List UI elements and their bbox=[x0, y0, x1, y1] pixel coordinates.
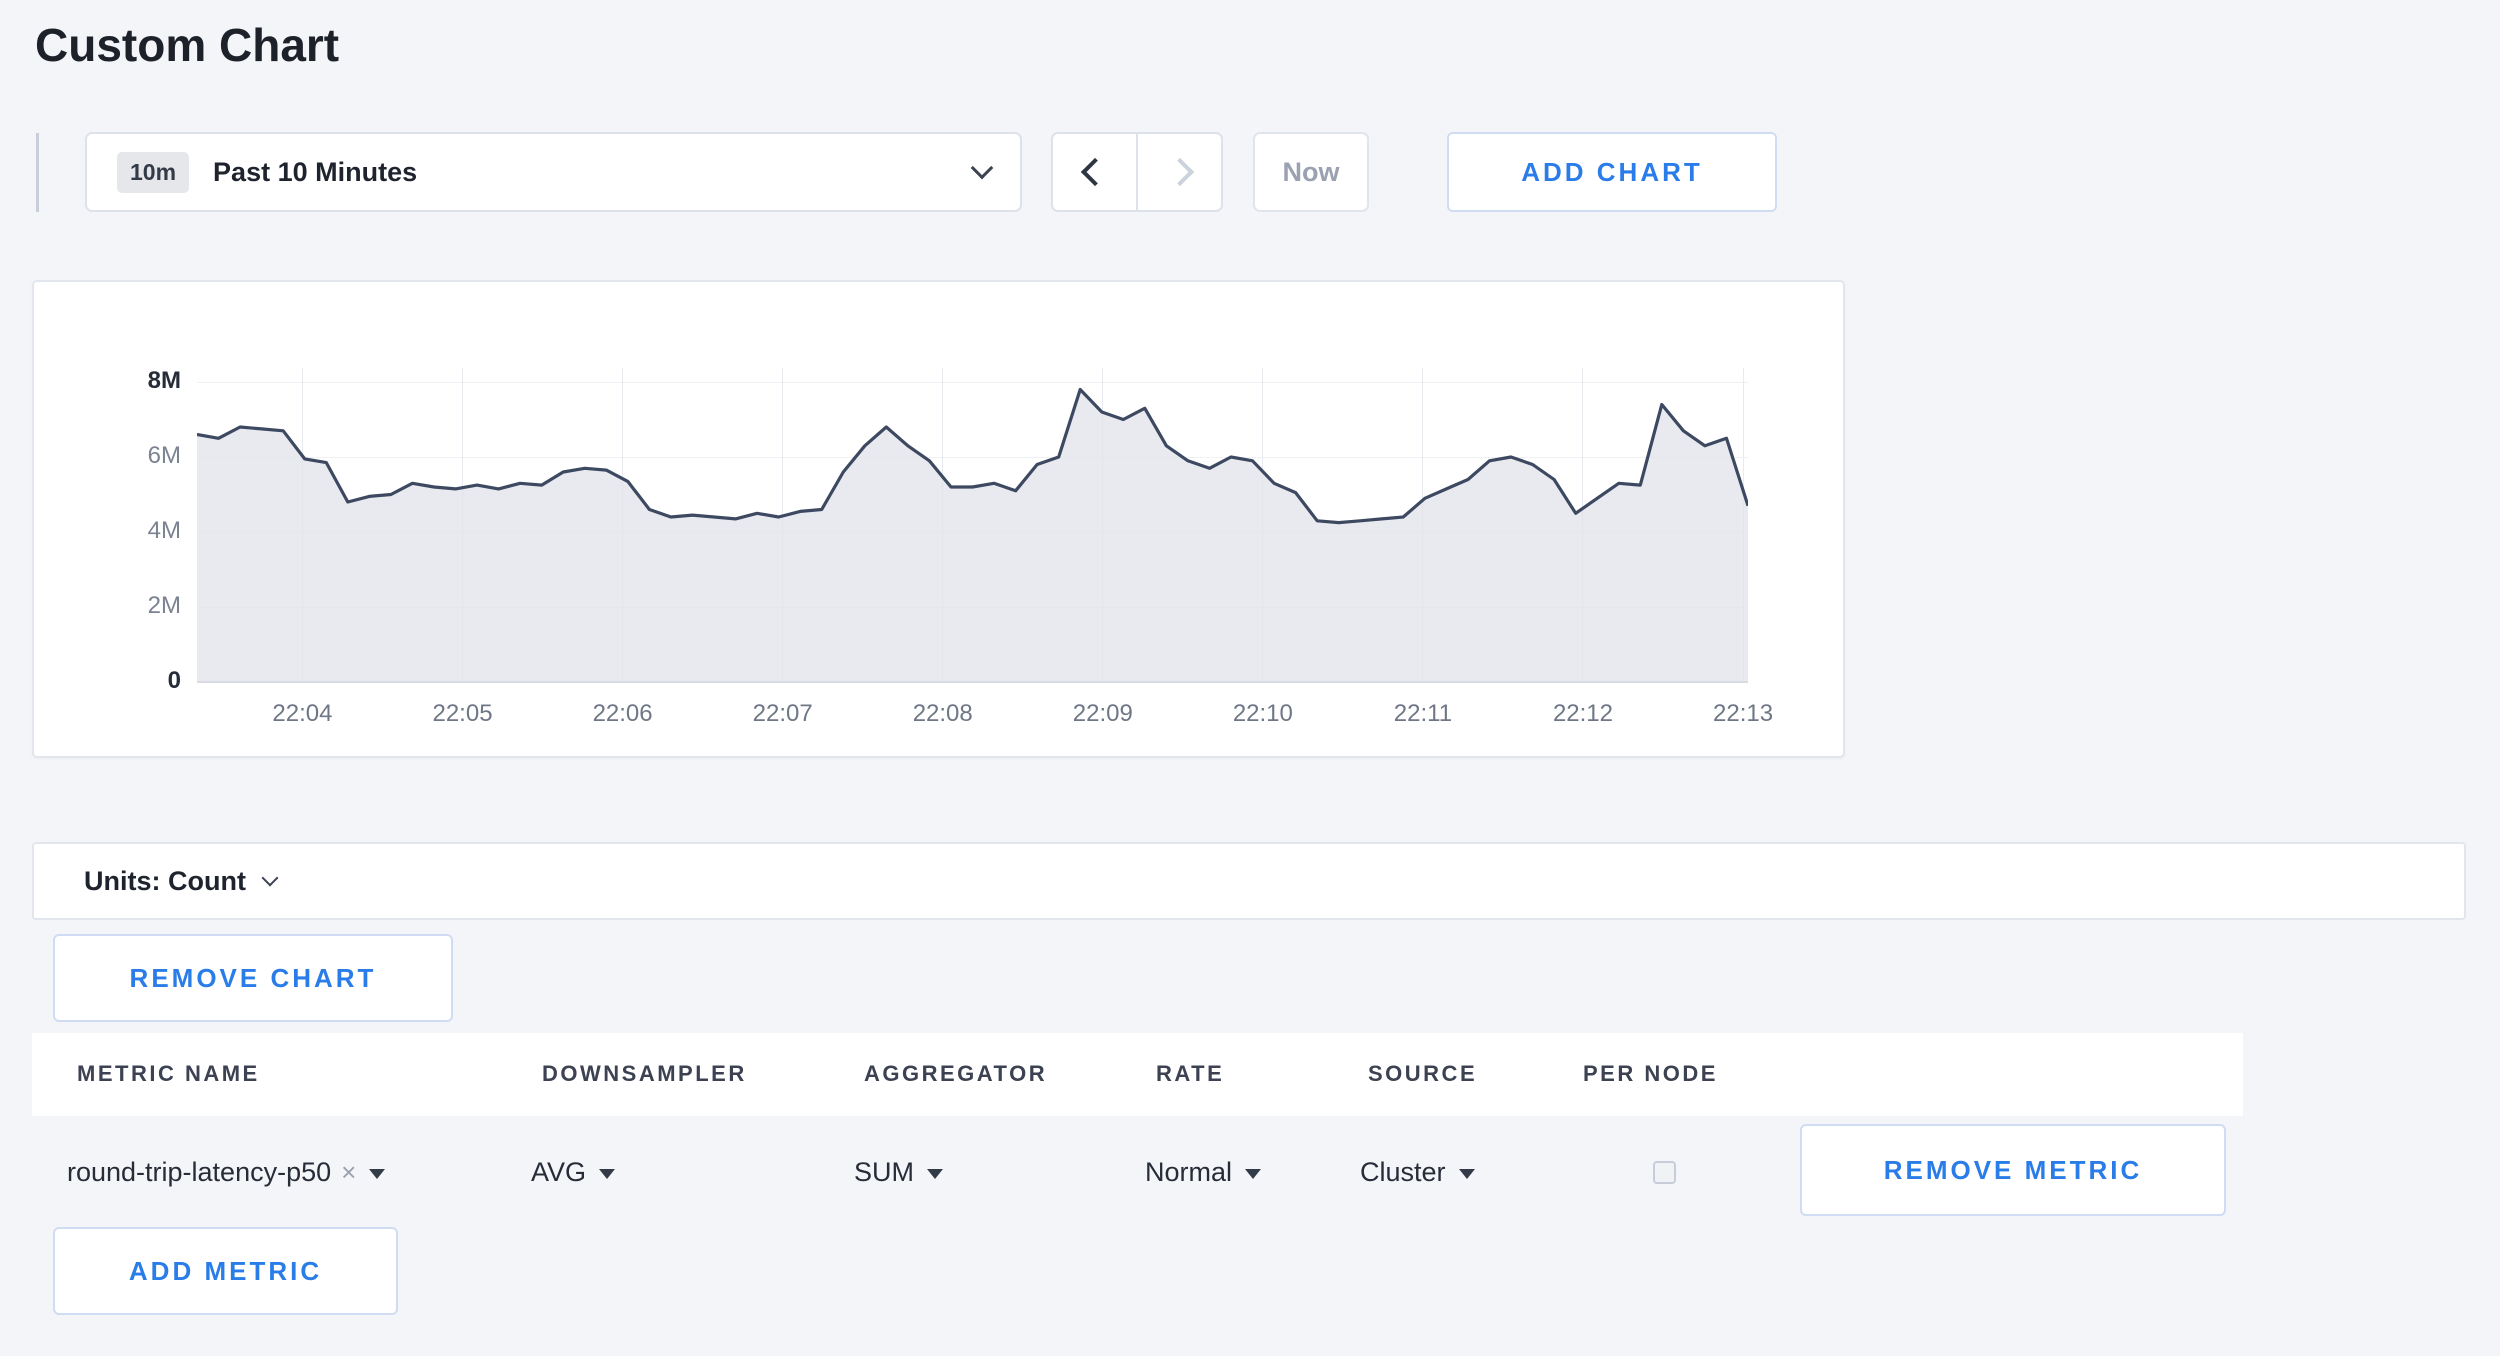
caret-down-icon bbox=[369, 1169, 386, 1179]
column-header-rate: RATE bbox=[1156, 1061, 1225, 1086]
x-axis-label: 22:11 bbox=[1393, 700, 1453, 727]
time-range-badge: 10m bbox=[117, 151, 190, 193]
time-nav-group bbox=[1051, 132, 1223, 212]
timeseries-area-chart[interactable] bbox=[197, 382, 1748, 682]
page-title: Custom Chart bbox=[35, 19, 340, 71]
chart-plot-area: 0 2M 4M 6M 8M 22:04 22:05 22:06 22:07 22:08 22:09 2… bbox=[34, 282, 1843, 756]
column-header-source: SOURCE bbox=[1368, 1061, 1478, 1086]
y-axis-label: 8M bbox=[147, 367, 181, 394]
caret-down-icon bbox=[927, 1169, 943, 1179]
y-axis-label: 6M bbox=[147, 442, 181, 469]
remove-tag-icon[interactable]: × bbox=[341, 1156, 357, 1187]
aggregator-value: SUM bbox=[854, 1156, 914, 1187]
chevron-right-icon bbox=[1165, 157, 1194, 187]
caret-down-icon bbox=[1458, 1169, 1475, 1179]
units-select[interactable]: Units: Count bbox=[32, 842, 2466, 920]
chevron-down-icon bbox=[261, 869, 279, 887]
x-axis-label: 22:07 bbox=[752, 700, 813, 727]
time-range-select[interactable]: 10m Past 10 Minutes bbox=[85, 132, 1022, 212]
x-axis-label: 22:13 bbox=[1713, 700, 1774, 727]
add-chart-button[interactable]: ADD CHART bbox=[1447, 132, 1777, 212]
toolbar-divider bbox=[36, 133, 39, 212]
chevron-left-icon bbox=[1080, 157, 1109, 187]
prev-time-button[interactable] bbox=[1051, 132, 1138, 212]
gridline bbox=[197, 381, 1748, 383]
per-node-checkbox[interactable] bbox=[1653, 1161, 1676, 1184]
caret-down-icon bbox=[1245, 1169, 1262, 1179]
source-value: Cluster bbox=[1360, 1156, 1446, 1187]
metric-name-select[interactable]: round-trip-latency-p50 × bbox=[67, 1146, 386, 1198]
metric-name-value: round-trip-latency-p50 bbox=[67, 1156, 332, 1187]
x-axis-label: 22:09 bbox=[1072, 700, 1133, 727]
rate-value: Normal bbox=[1145, 1156, 1233, 1187]
next-time-button[interactable] bbox=[1136, 132, 1223, 212]
rate-select[interactable]: Normal bbox=[1145, 1146, 1262, 1198]
source-select[interactable]: Cluster bbox=[1360, 1146, 1475, 1198]
units-select-label: Units: Count bbox=[84, 865, 246, 896]
now-button[interactable]: Now bbox=[1253, 132, 1369, 212]
downsampler-select[interactable]: AVG bbox=[531, 1146, 616, 1198]
gridline bbox=[197, 456, 1748, 458]
x-axis-label: 22:08 bbox=[912, 700, 973, 727]
remove-metric-button[interactable]: REMOVE METRIC bbox=[1800, 1124, 2226, 1216]
x-axis-label: 22:06 bbox=[592, 700, 653, 727]
y-axis-label: 2M bbox=[147, 592, 181, 619]
y-axis-label: 4M bbox=[147, 517, 181, 544]
add-metric-button[interactable]: ADD METRIC bbox=[53, 1227, 398, 1315]
y-axis-label: 0 bbox=[167, 667, 181, 694]
x-axis-label: 22:05 bbox=[432, 700, 493, 727]
column-header-per-node: PER NODE bbox=[1583, 1061, 1718, 1086]
downsampler-value: AVG bbox=[531, 1156, 587, 1187]
column-header-aggregator: AGGREGATOR bbox=[864, 1061, 1048, 1086]
caret-down-icon bbox=[599, 1169, 616, 1179]
aggregator-select[interactable]: SUM bbox=[854, 1146, 943, 1198]
x-axis-label: 22:12 bbox=[1552, 700, 1613, 727]
column-header-metric-name: METRIC NAME bbox=[77, 1061, 260, 1086]
x-axis-line bbox=[197, 681, 1748, 683]
time-range-label: Past 10 Minutes bbox=[213, 156, 418, 187]
x-axis-label: 22:04 bbox=[272, 700, 333, 727]
column-header-downsampler: DOWNSAMPLER bbox=[542, 1061, 747, 1086]
chevron-down-icon bbox=[970, 156, 994, 180]
x-axis-label: 22:10 bbox=[1232, 700, 1293, 727]
metrics-table-header: METRIC NAME DOWNSAMPLER AGGREGATOR RATE … bbox=[32, 1033, 2243, 1116]
remove-chart-button[interactable]: REMOVE CHART bbox=[53, 934, 453, 1022]
chart-card: 0 2M 4M 6M 8M 22:04 22:05 22:06 22:07 22:08 22:09 2… bbox=[32, 280, 1845, 758]
